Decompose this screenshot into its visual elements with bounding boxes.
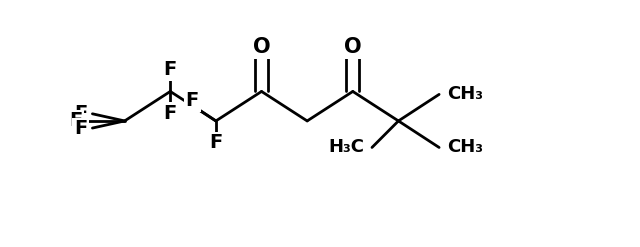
Text: CH₃: CH₃: [447, 85, 483, 103]
Text: CH₃: CH₃: [447, 139, 483, 156]
Text: O: O: [253, 37, 270, 57]
Text: H₃C: H₃C: [328, 139, 364, 156]
Text: F: F: [69, 111, 82, 130]
Text: F: F: [74, 119, 87, 138]
Text: F: F: [164, 104, 177, 123]
Text: F: F: [74, 104, 87, 123]
Text: F: F: [164, 60, 177, 79]
Text: F: F: [186, 91, 199, 110]
Text: O: O: [344, 37, 362, 57]
Text: F: F: [209, 133, 223, 152]
